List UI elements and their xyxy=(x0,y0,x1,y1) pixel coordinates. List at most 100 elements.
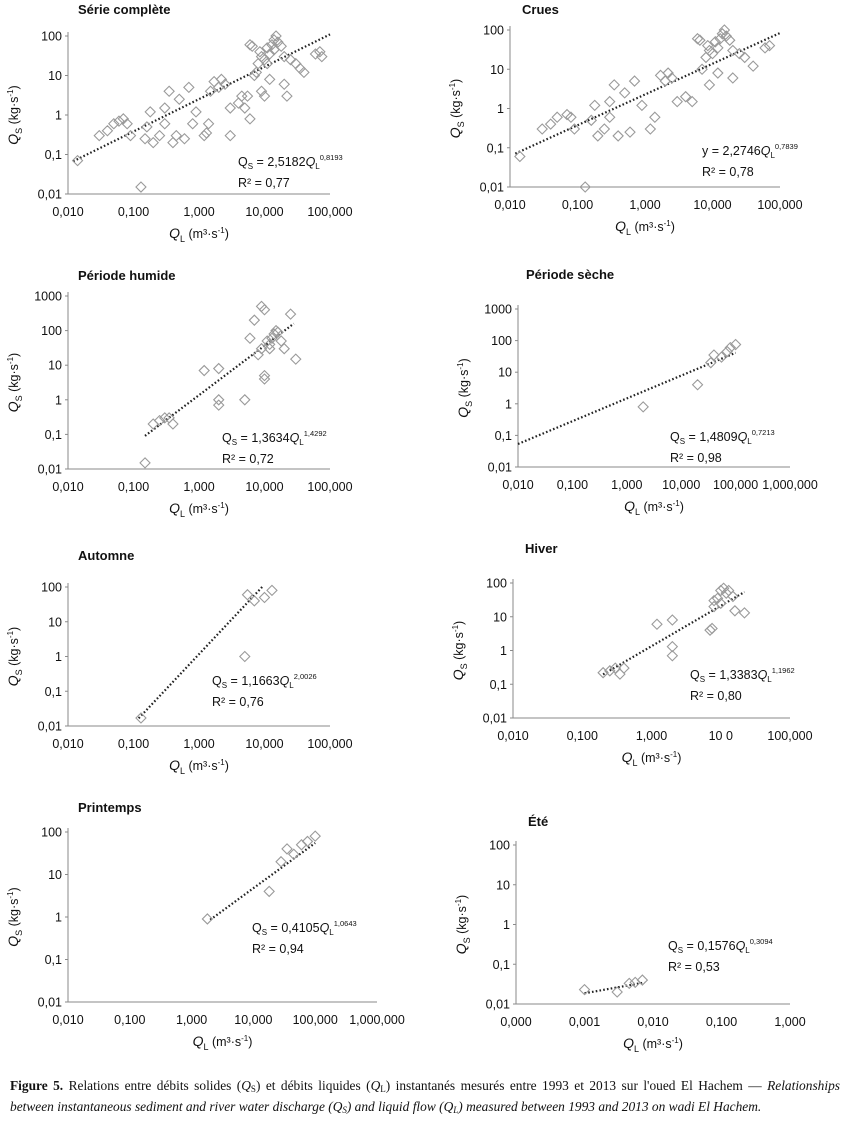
data-point xyxy=(295,839,308,851)
caption-symbol-qs: Q xyxy=(241,1078,251,1093)
y-tick-label: 10 xyxy=(48,868,62,882)
trend-line xyxy=(517,351,737,446)
data-point xyxy=(763,39,776,52)
chart-title: Hiver xyxy=(525,541,558,556)
data-point xyxy=(729,338,742,351)
data-point xyxy=(608,79,621,91)
x-tick-label: 10,000 xyxy=(245,737,283,751)
data-point xyxy=(261,42,273,54)
data-point xyxy=(289,353,302,365)
regression-equation: y = 2,2746QL0,7839 xyxy=(702,142,798,160)
caption-french-2: ) et débits liquides ( xyxy=(255,1078,371,1093)
data-point xyxy=(628,75,641,87)
caption-english: Relationships between instantaneous sedi… xyxy=(10,1078,840,1115)
x-tick-label: 0,100 xyxy=(118,737,149,751)
y-tick-label: 0,1 xyxy=(45,953,62,967)
y-tick-label: 10 xyxy=(493,610,507,624)
data-point xyxy=(708,594,720,607)
data-point xyxy=(281,843,293,855)
chart-title: Crues xyxy=(522,2,559,17)
data-point xyxy=(258,303,271,316)
data-point xyxy=(121,117,133,130)
data-point xyxy=(578,983,591,996)
data-point xyxy=(215,73,228,86)
y-tick-label: 1 xyxy=(55,911,62,925)
data-point xyxy=(309,48,322,60)
x-tick-label: 0,010 xyxy=(637,1015,668,1029)
regression-equation: QS = 1,1663QL2,0026 xyxy=(212,672,317,690)
y-tick-label: 0,01 xyxy=(38,996,62,1010)
data-point xyxy=(241,588,254,601)
y-tick-label: 0,01 xyxy=(38,720,62,734)
data-point xyxy=(255,300,268,313)
y-tick-label: 100 xyxy=(486,577,507,591)
data-point xyxy=(108,117,120,130)
data-point xyxy=(212,394,225,406)
data-point xyxy=(272,36,284,48)
data-point xyxy=(666,72,678,84)
x-tick-label: 0,100 xyxy=(567,729,598,743)
data-point xyxy=(686,95,698,108)
data-point xyxy=(636,974,649,986)
data-point xyxy=(147,418,159,430)
x-axis-title: QL (m³·s-1) xyxy=(193,1033,253,1052)
data-point xyxy=(139,457,151,469)
data-point xyxy=(117,113,130,125)
data-point xyxy=(241,90,254,102)
regression-equation: QS = 1,3383QL1,1962 xyxy=(690,666,795,684)
data-point xyxy=(729,605,741,617)
data-point xyxy=(93,129,106,142)
data-point xyxy=(679,90,692,103)
data-point xyxy=(266,332,278,345)
data-point xyxy=(294,62,306,75)
data-point xyxy=(738,607,751,619)
trend-line xyxy=(209,842,316,921)
y-tick-label: 0,01 xyxy=(488,461,512,475)
data-point xyxy=(714,597,727,610)
data-point xyxy=(703,44,716,57)
data-point xyxy=(712,42,724,54)
y-tick-label: 100 xyxy=(41,30,62,44)
caption-french-1: Relations entre débits solides ( xyxy=(63,1078,242,1093)
data-point xyxy=(144,106,156,118)
chart-title: Période sèche xyxy=(526,267,614,282)
trend-line xyxy=(72,33,331,163)
data-point xyxy=(651,618,663,631)
x-tick-label: 0,000 xyxy=(500,1015,531,1029)
data-point xyxy=(738,51,751,64)
x-tick-label: 0,010 xyxy=(52,205,83,219)
data-point xyxy=(190,106,202,118)
x-axis-title: QL (m³·s-1) xyxy=(623,1035,683,1054)
data-point xyxy=(158,412,171,424)
data-point xyxy=(141,121,153,133)
data-point xyxy=(200,127,213,139)
y-axis-title: QS (kg·s-1) xyxy=(5,887,24,946)
data-point xyxy=(662,67,674,79)
y-tick-label: 1 xyxy=(55,393,62,407)
x-axis-title: QL (m³·s-1) xyxy=(615,218,675,237)
data-point xyxy=(224,102,237,114)
x-axis-title: QL (m³·s-1) xyxy=(169,225,229,244)
x-tick-label: 100,000 xyxy=(293,1013,338,1027)
data-point xyxy=(565,111,577,123)
data-point xyxy=(71,154,84,167)
data-point xyxy=(158,102,171,114)
y-tick-label: 1 xyxy=(55,650,62,664)
data-point xyxy=(258,90,271,102)
regression-equation: QS = 0,1576QL0,3094 xyxy=(668,937,773,955)
data-point xyxy=(198,364,210,377)
caption-symbol-ql: Q xyxy=(370,1078,381,1093)
data-point xyxy=(603,111,616,123)
data-point xyxy=(236,90,248,102)
data-point xyxy=(266,584,278,597)
y-tick-label: 1 xyxy=(505,397,512,411)
data-point xyxy=(708,349,720,361)
y-tick-label: 1000 xyxy=(484,303,512,317)
r-squared: R² = 0,72 xyxy=(222,452,274,466)
y-tick-label: 0,1 xyxy=(45,428,62,442)
x-tick-label: 0,100 xyxy=(118,480,149,494)
trend-line xyxy=(584,981,645,995)
x-tick-label: 0,010 xyxy=(52,480,83,494)
data-point xyxy=(173,93,186,106)
data-point xyxy=(691,32,704,45)
